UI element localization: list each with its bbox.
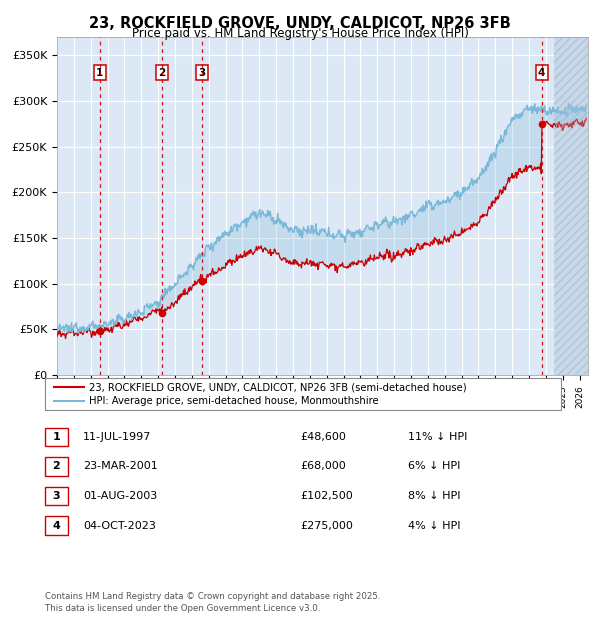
Text: 23-MAR-2001: 23-MAR-2001 bbox=[83, 461, 158, 471]
Text: 11-JUL-1997: 11-JUL-1997 bbox=[83, 432, 151, 442]
Text: Price paid vs. HM Land Registry's House Price Index (HPI): Price paid vs. HM Land Registry's House … bbox=[131, 27, 469, 40]
Text: 11% ↓ HPI: 11% ↓ HPI bbox=[408, 432, 467, 442]
Text: 8% ↓ HPI: 8% ↓ HPI bbox=[408, 491, 461, 501]
Text: 3: 3 bbox=[53, 491, 60, 501]
Text: HPI: Average price, semi-detached house, Monmouthshire: HPI: Average price, semi-detached house,… bbox=[89, 396, 379, 407]
Bar bbox=[554, 37, 588, 375]
Text: 01-AUG-2003: 01-AUG-2003 bbox=[83, 491, 157, 501]
Text: 3: 3 bbox=[198, 68, 205, 78]
Text: 4% ↓ HPI: 4% ↓ HPI bbox=[408, 521, 461, 531]
Text: Contains HM Land Registry data © Crown copyright and database right 2025.
This d: Contains HM Land Registry data © Crown c… bbox=[45, 591, 380, 613]
Text: £68,000: £68,000 bbox=[300, 461, 346, 471]
Text: 23, ROCKFIELD GROVE, UNDY, CALDICOT, NP26 3FB (semi-detached house): 23, ROCKFIELD GROVE, UNDY, CALDICOT, NP2… bbox=[89, 382, 466, 392]
Text: £48,600: £48,600 bbox=[300, 432, 346, 442]
Text: 23, ROCKFIELD GROVE, UNDY, CALDICOT, NP26 3FB: 23, ROCKFIELD GROVE, UNDY, CALDICOT, NP2… bbox=[89, 16, 511, 30]
Text: £275,000: £275,000 bbox=[300, 521, 353, 531]
Text: 1: 1 bbox=[53, 432, 60, 442]
Text: £102,500: £102,500 bbox=[300, 491, 353, 501]
Text: 6% ↓ HPI: 6% ↓ HPI bbox=[408, 461, 460, 471]
Text: 1: 1 bbox=[96, 68, 103, 78]
Text: 2: 2 bbox=[53, 461, 60, 471]
Text: 2: 2 bbox=[158, 68, 166, 78]
Text: 04-OCT-2023: 04-OCT-2023 bbox=[83, 521, 155, 531]
Bar bbox=[554, 37, 588, 375]
Text: 4: 4 bbox=[538, 68, 545, 78]
Text: 4: 4 bbox=[52, 521, 61, 531]
